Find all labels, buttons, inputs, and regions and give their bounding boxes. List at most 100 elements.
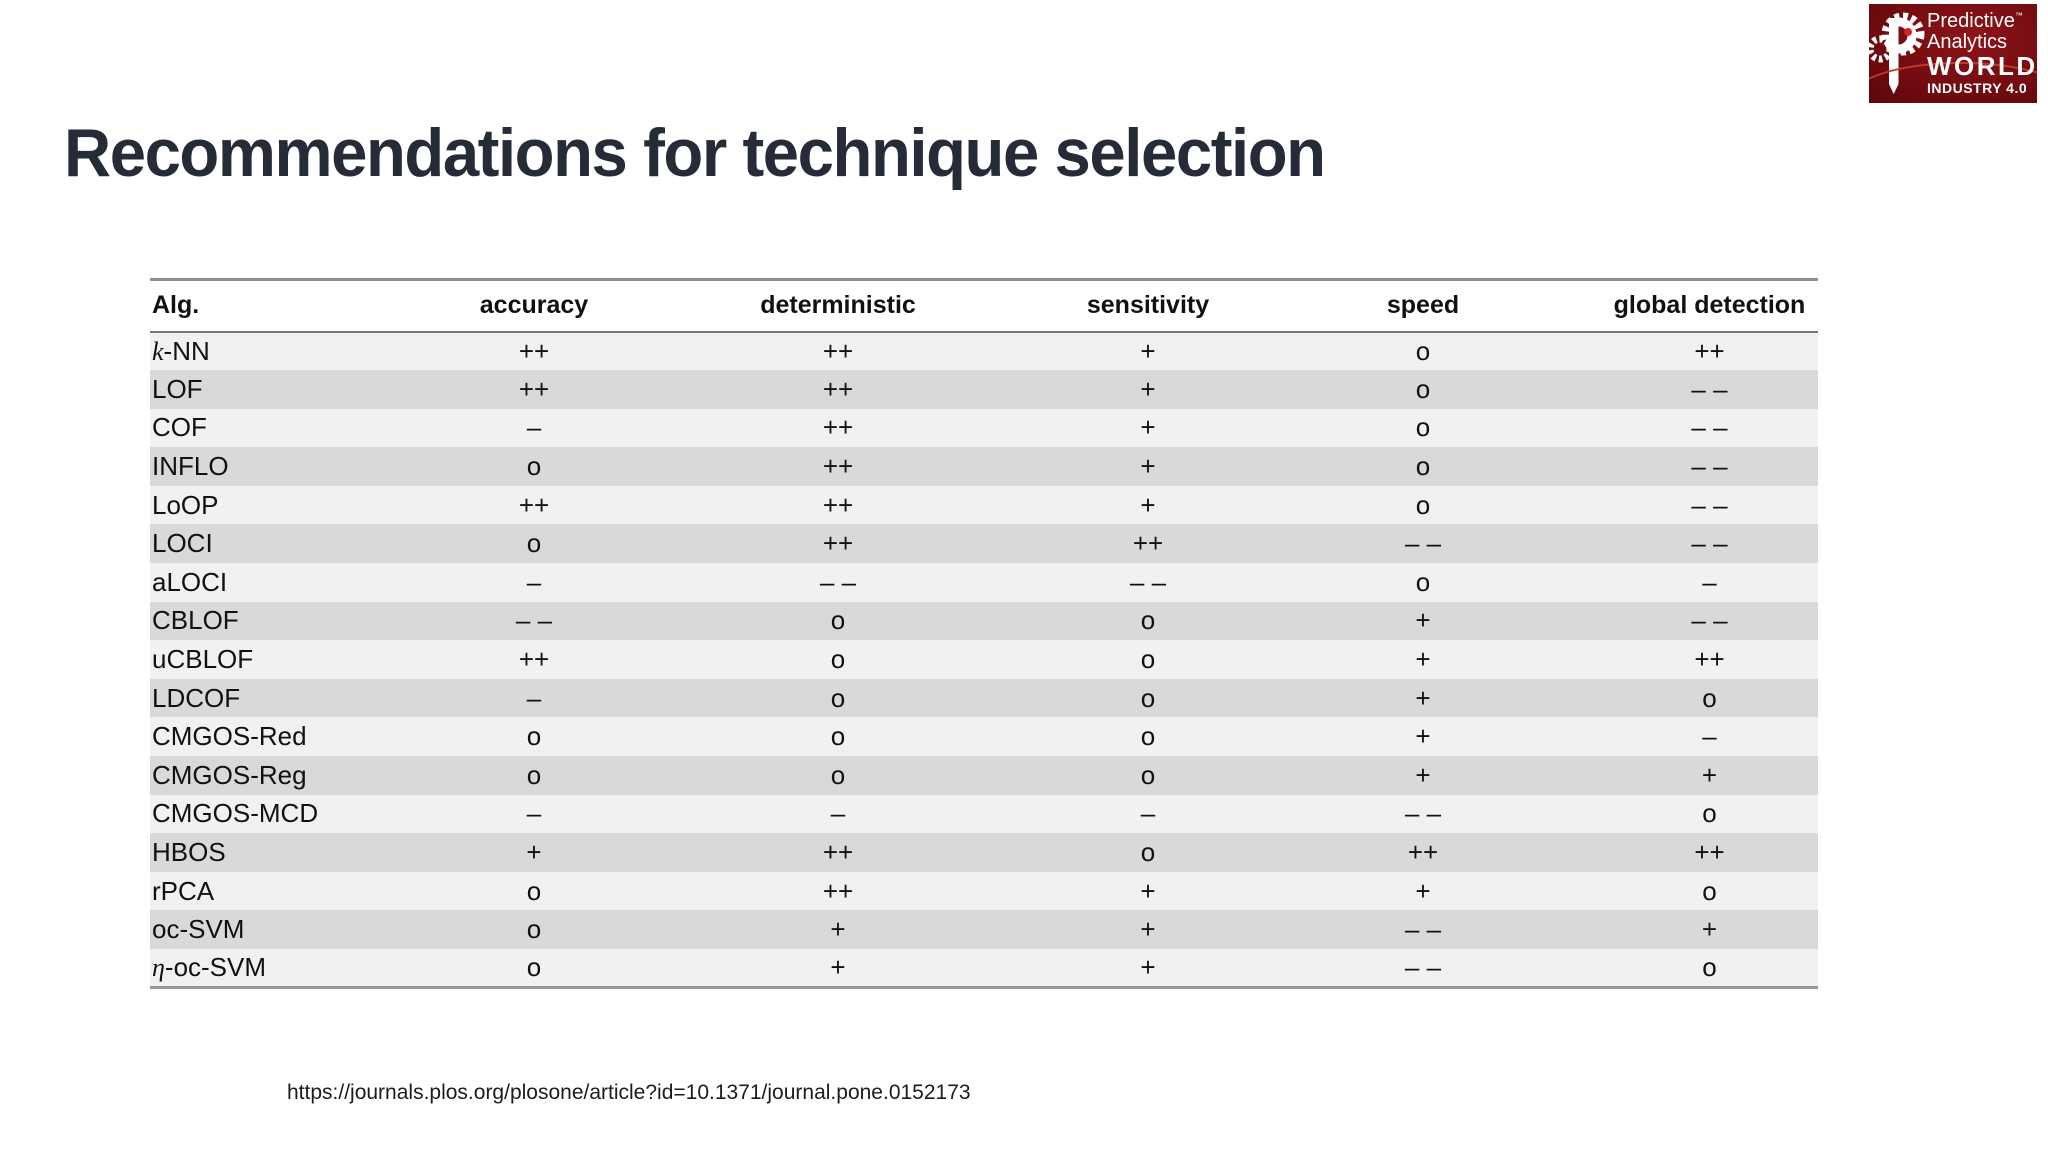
rating-sensitivity: +	[1140, 412, 1156, 443]
rating-accuracy: – –	[515, 605, 553, 636]
column-header-global-detection: global detection	[1543, 279, 1818, 333]
column-header-deterministic: deterministic	[683, 279, 993, 333]
rating-speed: +	[1415, 682, 1431, 713]
rating-sensitivity: – –	[1129, 566, 1167, 597]
rating-accuracy: o	[526, 875, 542, 906]
rating-deterministic: ++	[822, 412, 854, 443]
algorithm-name: CMGOS-Red	[152, 721, 307, 752]
algorithm-name: aLOCI	[152, 566, 228, 597]
algorithm-name: uCBLOF	[152, 644, 254, 675]
logo-line-industry: INDUSTRY 4.0	[1927, 79, 2028, 96]
rating-accuracy: ++	[518, 373, 550, 404]
page-title: Recommendations for technique selection	[64, 115, 1326, 191]
rating-speed: o	[1415, 373, 1431, 404]
paw-industry40-logo: Predictive™ Analytics WORLD INDUSTRY 4.0	[1869, 4, 2037, 103]
rating-global-detection: – –	[1691, 528, 1728, 559]
rating-speed: – –	[1404, 914, 1442, 945]
rating-speed: – –	[1404, 528, 1442, 559]
rating-global-detection: o	[1702, 875, 1717, 906]
rating-accuracy: o	[526, 759, 542, 790]
table-header: Alg. accuracy deterministic sensitivity spee…	[150, 279, 1818, 333]
rating-global-detection: ++	[1694, 644, 1725, 675]
rating-accuracy: –	[526, 412, 542, 443]
algorithm-name: k-NN	[152, 335, 210, 366]
rating-sensitivity: ++	[1132, 528, 1164, 559]
rating-sensitivity: +	[1140, 914, 1156, 945]
source-url-link[interactable]: https://journals.plos.org/plosone/articl…	[287, 1081, 971, 1104]
rating-sensitivity: o	[1140, 837, 1156, 868]
rating-accuracy: ++	[518, 489, 550, 520]
table-row-loop: LoOP ++ ++ + o – –	[150, 485, 1818, 525]
rating-sensitivity: –	[1140, 798, 1156, 829]
header-row: Alg. accuracy deterministic sensitivity spee…	[150, 279, 1818, 333]
table-row-aloci: aLOCI – – – – – o –	[150, 563, 1818, 602]
rating-speed: +	[1415, 605, 1431, 636]
rating-deterministic: +	[830, 952, 846, 983]
rating-deterministic: ++	[822, 373, 854, 404]
table-row-cmgos-mcd: CMGOS-MCD – – – – – o	[150, 794, 1818, 834]
algorithm-name: HBOS	[152, 837, 226, 868]
rating-global-detection: ++	[1694, 837, 1725, 868]
rating-speed: +	[1415, 721, 1431, 752]
rating-global-detection: – –	[1691, 373, 1728, 404]
rating-global-detection: +	[1701, 759, 1718, 790]
rating-speed: o	[1415, 566, 1431, 597]
rating-sensitivity: o	[1140, 721, 1156, 752]
table-row-cmgos-reg: CMGOS-Reg o o o + +	[150, 756, 1818, 795]
rating-accuracy: o	[526, 451, 542, 482]
column-header-accuracy: accuracy	[385, 279, 683, 333]
rating-sensitivity: o	[1140, 759, 1156, 790]
rating-global-detection: – –	[1691, 605, 1728, 636]
algorithm-name: COF	[152, 412, 207, 443]
rating-deterministic: ++	[822, 837, 854, 868]
rating-global-detection: o	[1702, 952, 1717, 983]
algorithm-name: CMGOS-Reg	[152, 759, 307, 790]
column-header-speed: speed	[1303, 279, 1543, 333]
rating-speed: +	[1415, 644, 1431, 675]
rating-global-detection: – –	[1691, 451, 1728, 482]
rating-deterministic: o	[830, 605, 846, 636]
rating-deterministic: o	[830, 682, 846, 713]
rating-speed: – –	[1404, 952, 1442, 983]
rating-global-detection: – –	[1691, 412, 1728, 443]
logo-text: Predictive™ Analytics WORLD INDUSTRY 4.0	[1927, 4, 2037, 95]
rating-sensitivity: o	[1140, 682, 1156, 713]
logo-red-arc	[1869, 62, 2037, 103]
algorithm-name: INFLO	[152, 451, 229, 482]
rating-sensitivity: +	[1140, 451, 1156, 482]
rating-global-detection: o	[1702, 682, 1717, 713]
rating-accuracy: ++	[518, 335, 550, 366]
rating-accuracy: –	[526, 682, 542, 713]
rating-speed: +	[1415, 759, 1431, 790]
logo-line-predictive: Predictive™	[1927, 10, 2023, 32]
rating-global-detection: +	[1701, 914, 1718, 945]
algorithm-name: rPCA	[152, 875, 215, 906]
table-row-loci: LOCI o ++ ++ – – – –	[150, 524, 1818, 564]
rating-global-detection: –	[1702, 721, 1717, 752]
table-row-hbos: HBOS + ++ o ++ ++	[150, 833, 1818, 872]
rating-global-detection: – –	[1691, 489, 1728, 520]
rating-speed: o	[1415, 489, 1431, 520]
algorithm-name: LOCI	[152, 528, 213, 559]
column-header-sensitivity: sensitivity	[993, 279, 1303, 333]
logo-line-world: WORLD	[1927, 50, 2037, 81]
trademark-symbol: ™	[2014, 11, 2023, 20]
rating-accuracy: o	[526, 952, 542, 983]
algorithm-name: LoOP	[152, 489, 219, 520]
rating-accuracy: o	[526, 721, 542, 752]
logo-line-analytics: Analytics	[1927, 30, 2008, 53]
rating-deterministic: ++	[822, 489, 854, 520]
table-row-rpca: rPCA o ++ + + o	[150, 871, 1818, 911]
table-row-cof: COF – ++ + o – –	[150, 408, 1818, 448]
rating-accuracy: –	[526, 566, 542, 597]
technique-recommendation-table: Alg. accuracy deterministic sensitivity spee…	[150, 278, 1818, 990]
table-row-cmgos-red: CMGOS-Red o o o + –	[150, 717, 1818, 757]
rating-accuracy: +	[526, 837, 542, 868]
rating-speed: o	[1415, 335, 1431, 366]
rating-speed: ++	[1407, 837, 1439, 868]
rating-sensitivity: o	[1140, 644, 1156, 675]
rating-global-detection: o	[1702, 798, 1717, 829]
algorithm-name: CBLOF	[152, 605, 239, 636]
algorithm-name: η-oc-SVM	[152, 952, 267, 983]
rating-deterministic: o	[830, 759, 846, 790]
